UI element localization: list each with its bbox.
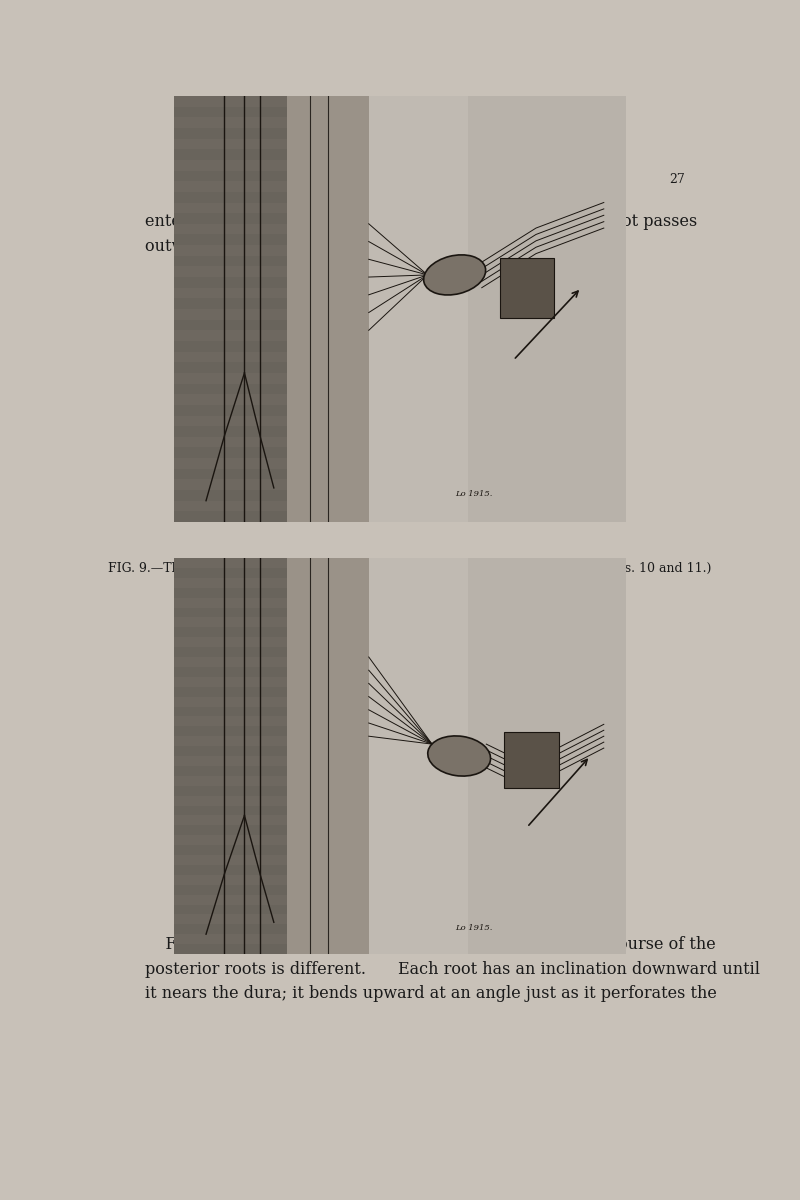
- Bar: [174, 707, 287, 716]
- Bar: [174, 726, 287, 736]
- Bar: [174, 944, 287, 954]
- Text: 27: 27: [669, 173, 685, 186]
- Bar: [174, 647, 287, 658]
- Bar: [174, 256, 287, 266]
- Bar: [174, 568, 287, 578]
- Bar: [174, 746, 287, 756]
- Bar: [174, 214, 287, 223]
- Bar: [174, 511, 287, 522]
- Bar: [174, 924, 287, 934]
- Text: enters the posterior ganglion. From the ganglion each root passes
outward with a: enters the posterior ganglion. From the …: [145, 214, 697, 256]
- Bar: [174, 404, 287, 415]
- Bar: [174, 667, 287, 677]
- FancyArrowPatch shape: [529, 760, 587, 826]
- Bar: [174, 905, 287, 914]
- FancyArrowPatch shape: [515, 292, 578, 358]
- Bar: [500, 258, 554, 318]
- Bar: [174, 607, 287, 617]
- Bar: [174, 192, 287, 203]
- Bar: [174, 469, 287, 480]
- Bar: [174, 362, 287, 373]
- Text: Lo 1915.: Lo 1915.: [454, 491, 492, 498]
- Bar: [174, 865, 287, 875]
- Bar: [174, 826, 287, 835]
- Bar: [174, 786, 287, 796]
- Text: From the eighth cervical to the middorsal regions the course of the
posterior ro: From the eighth cervical to the middorsa…: [145, 936, 760, 1002]
- Bar: [174, 170, 287, 181]
- Ellipse shape: [424, 254, 486, 295]
- Bar: [174, 319, 287, 330]
- Bar: [369, 558, 468, 954]
- Text: FIG. 9.—The course of a cervical spinal root (diagrammatic). (Compare with Figs.: FIG. 9.—The course of a cervical spinal …: [108, 562, 712, 575]
- Bar: [504, 732, 558, 787]
- Bar: [468, 96, 626, 522]
- Bar: [174, 805, 287, 816]
- Bar: [174, 686, 287, 696]
- Bar: [174, 234, 287, 245]
- Bar: [174, 766, 287, 775]
- Text: FIG. 10.—The course of a dorsal spinal root (diagrammatic).: FIG. 10.—The course of a dorsal spinal r…: [218, 890, 602, 904]
- Bar: [174, 128, 287, 138]
- Bar: [174, 448, 287, 458]
- Bar: [174, 277, 287, 288]
- Text: THE SPINAL CORD AND NERVE ROOTS: THE SPINAL CORD AND NERVE ROOTS: [278, 173, 542, 186]
- Bar: [174, 588, 287, 598]
- Bar: [174, 845, 287, 854]
- Bar: [287, 558, 369, 954]
- Text: Lo 1915.: Lo 1915.: [454, 924, 492, 932]
- Bar: [174, 299, 287, 308]
- Bar: [287, 96, 369, 522]
- Bar: [174, 558, 287, 954]
- Bar: [174, 628, 287, 637]
- Bar: [174, 96, 287, 522]
- Bar: [468, 558, 626, 954]
- Bar: [174, 426, 287, 437]
- Bar: [174, 884, 287, 895]
- Ellipse shape: [428, 736, 490, 776]
- Bar: [174, 490, 287, 500]
- Bar: [369, 96, 468, 522]
- Bar: [174, 107, 287, 118]
- Bar: [174, 149, 287, 160]
- Bar: [174, 384, 287, 394]
- Bar: [174, 341, 287, 352]
